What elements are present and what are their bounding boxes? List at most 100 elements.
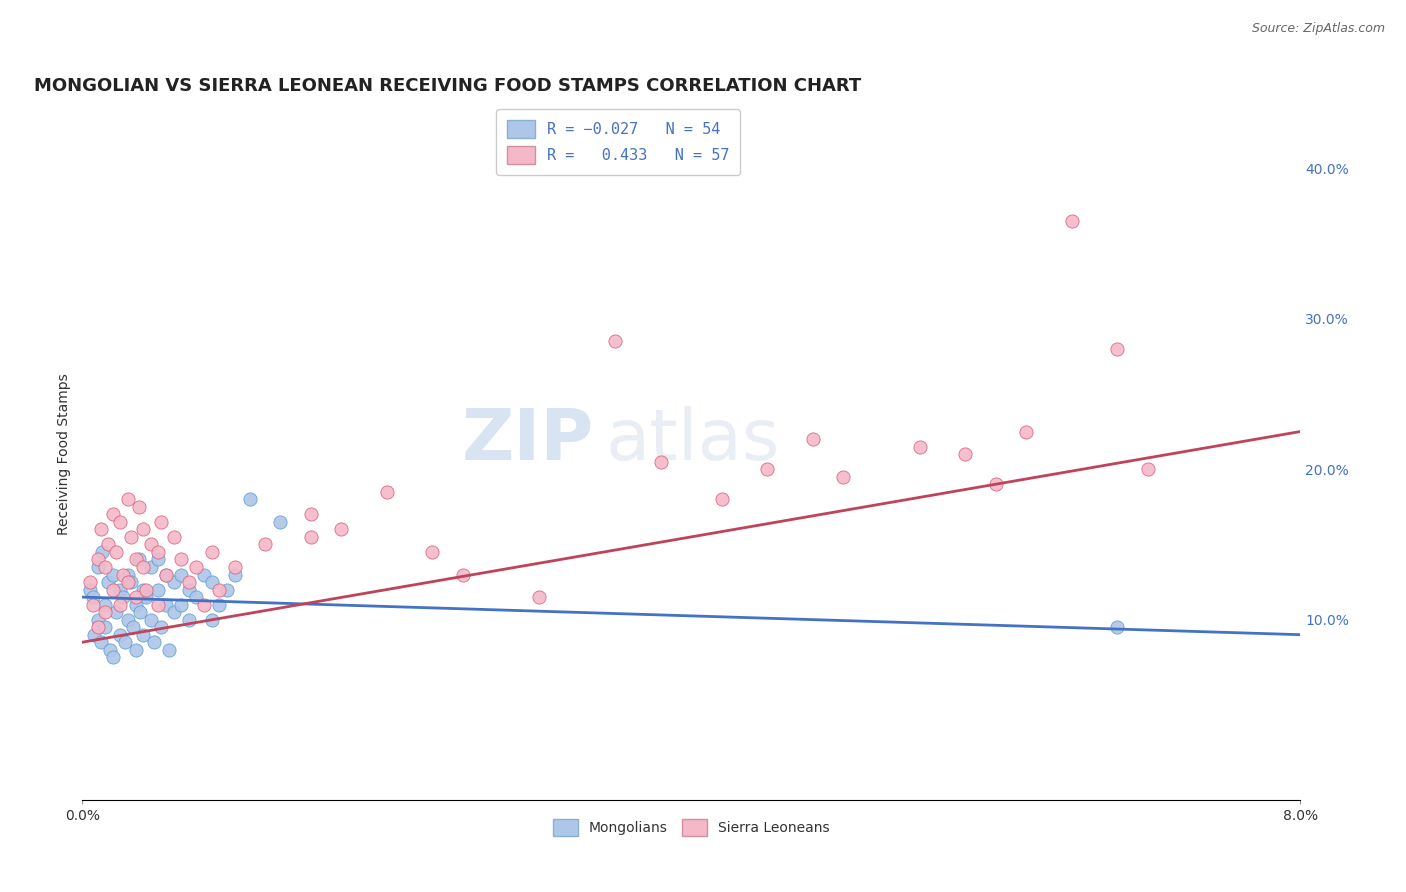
Point [650, 455, 672, 469]
Point [330, 522, 353, 536]
Y-axis label: Receiving Food Stamps: Receiving Food Stamps [58, 373, 72, 535]
Point [710, 492, 733, 507]
Point [101, 650, 124, 665]
Point [82, 590, 104, 604]
Point [139, 537, 162, 551]
Point [117, 613, 139, 627]
Point [104, 545, 127, 559]
Point [150, 620, 173, 634]
Point [208, 582, 231, 597]
Point [170, 598, 193, 612]
Point [148, 598, 170, 612]
Point [801, 432, 824, 446]
Point [527, 590, 550, 604]
Point [269, 515, 291, 529]
Point [90, 635, 112, 649]
Point [139, 560, 162, 574]
Point [120, 530, 142, 544]
Point [201, 545, 224, 559]
Text: MONGOLIAN VS SIERRA LEONEAN RECEIVING FOOD STAMPS CORRELATION CHART: MONGOLIAN VS SIERRA LEONEAN RECEIVING FO… [34, 78, 860, 95]
Point [82, 598, 104, 612]
Point [139, 613, 162, 627]
Point [299, 508, 322, 522]
Point [177, 582, 200, 597]
Point [201, 575, 224, 590]
Point [756, 462, 779, 476]
Point [112, 590, 135, 604]
Point [239, 492, 262, 507]
Point [132, 522, 155, 536]
Point [117, 492, 139, 507]
Point [162, 605, 184, 619]
Point [422, 545, 444, 559]
Point [155, 567, 177, 582]
Point [97, 537, 120, 551]
Point [148, 582, 170, 597]
Text: ZIP: ZIP [461, 406, 593, 475]
Point [83, 628, 105, 642]
Point [155, 598, 177, 612]
Point [79, 582, 101, 597]
Point [603, 334, 626, 349]
Point [114, 635, 136, 649]
Point [120, 575, 142, 590]
Point [142, 635, 165, 649]
Point [135, 590, 157, 604]
Text: atlas: atlas [606, 406, 780, 475]
Point [94, 620, 117, 634]
Point [451, 567, 474, 582]
Point [170, 567, 193, 582]
Point [1107, 342, 1129, 356]
Point [208, 598, 231, 612]
Point [224, 567, 246, 582]
Point [148, 552, 170, 566]
Point [375, 484, 398, 499]
Point [132, 560, 155, 574]
Point [157, 642, 180, 657]
Point [124, 590, 146, 604]
Point [162, 575, 184, 590]
Point [121, 620, 143, 634]
Point [129, 605, 152, 619]
Point [86, 613, 108, 627]
Point [94, 598, 117, 612]
Point [117, 567, 139, 582]
Point [110, 582, 132, 597]
Point [117, 575, 139, 590]
Point [101, 567, 124, 582]
Point [110, 598, 132, 612]
Point [94, 560, 117, 574]
Legend: Mongolians, Sierra Leoneans: Mongolians, Sierra Leoneans [547, 814, 835, 842]
Point [124, 598, 146, 612]
Point [97, 575, 120, 590]
Point [132, 628, 155, 642]
Point [1060, 214, 1083, 228]
Point [86, 552, 108, 566]
Point [101, 582, 124, 597]
Point [124, 642, 146, 657]
Point [112, 567, 135, 582]
Point [193, 567, 215, 582]
Point [201, 613, 224, 627]
Point [91, 545, 114, 559]
Point [98, 642, 121, 657]
Point [104, 605, 127, 619]
Point [984, 477, 1007, 491]
Point [128, 500, 150, 514]
Point [224, 560, 246, 574]
Point [155, 567, 177, 582]
Point [150, 515, 173, 529]
Point [79, 575, 101, 590]
Point [177, 575, 200, 590]
Point [1107, 620, 1129, 634]
Point [193, 598, 215, 612]
Point [299, 530, 322, 544]
Point [90, 522, 112, 536]
Point [132, 582, 155, 597]
Point [124, 552, 146, 566]
Point [253, 537, 276, 551]
Point [1136, 462, 1159, 476]
Point [186, 560, 208, 574]
Point [215, 582, 238, 597]
Point [953, 447, 976, 461]
